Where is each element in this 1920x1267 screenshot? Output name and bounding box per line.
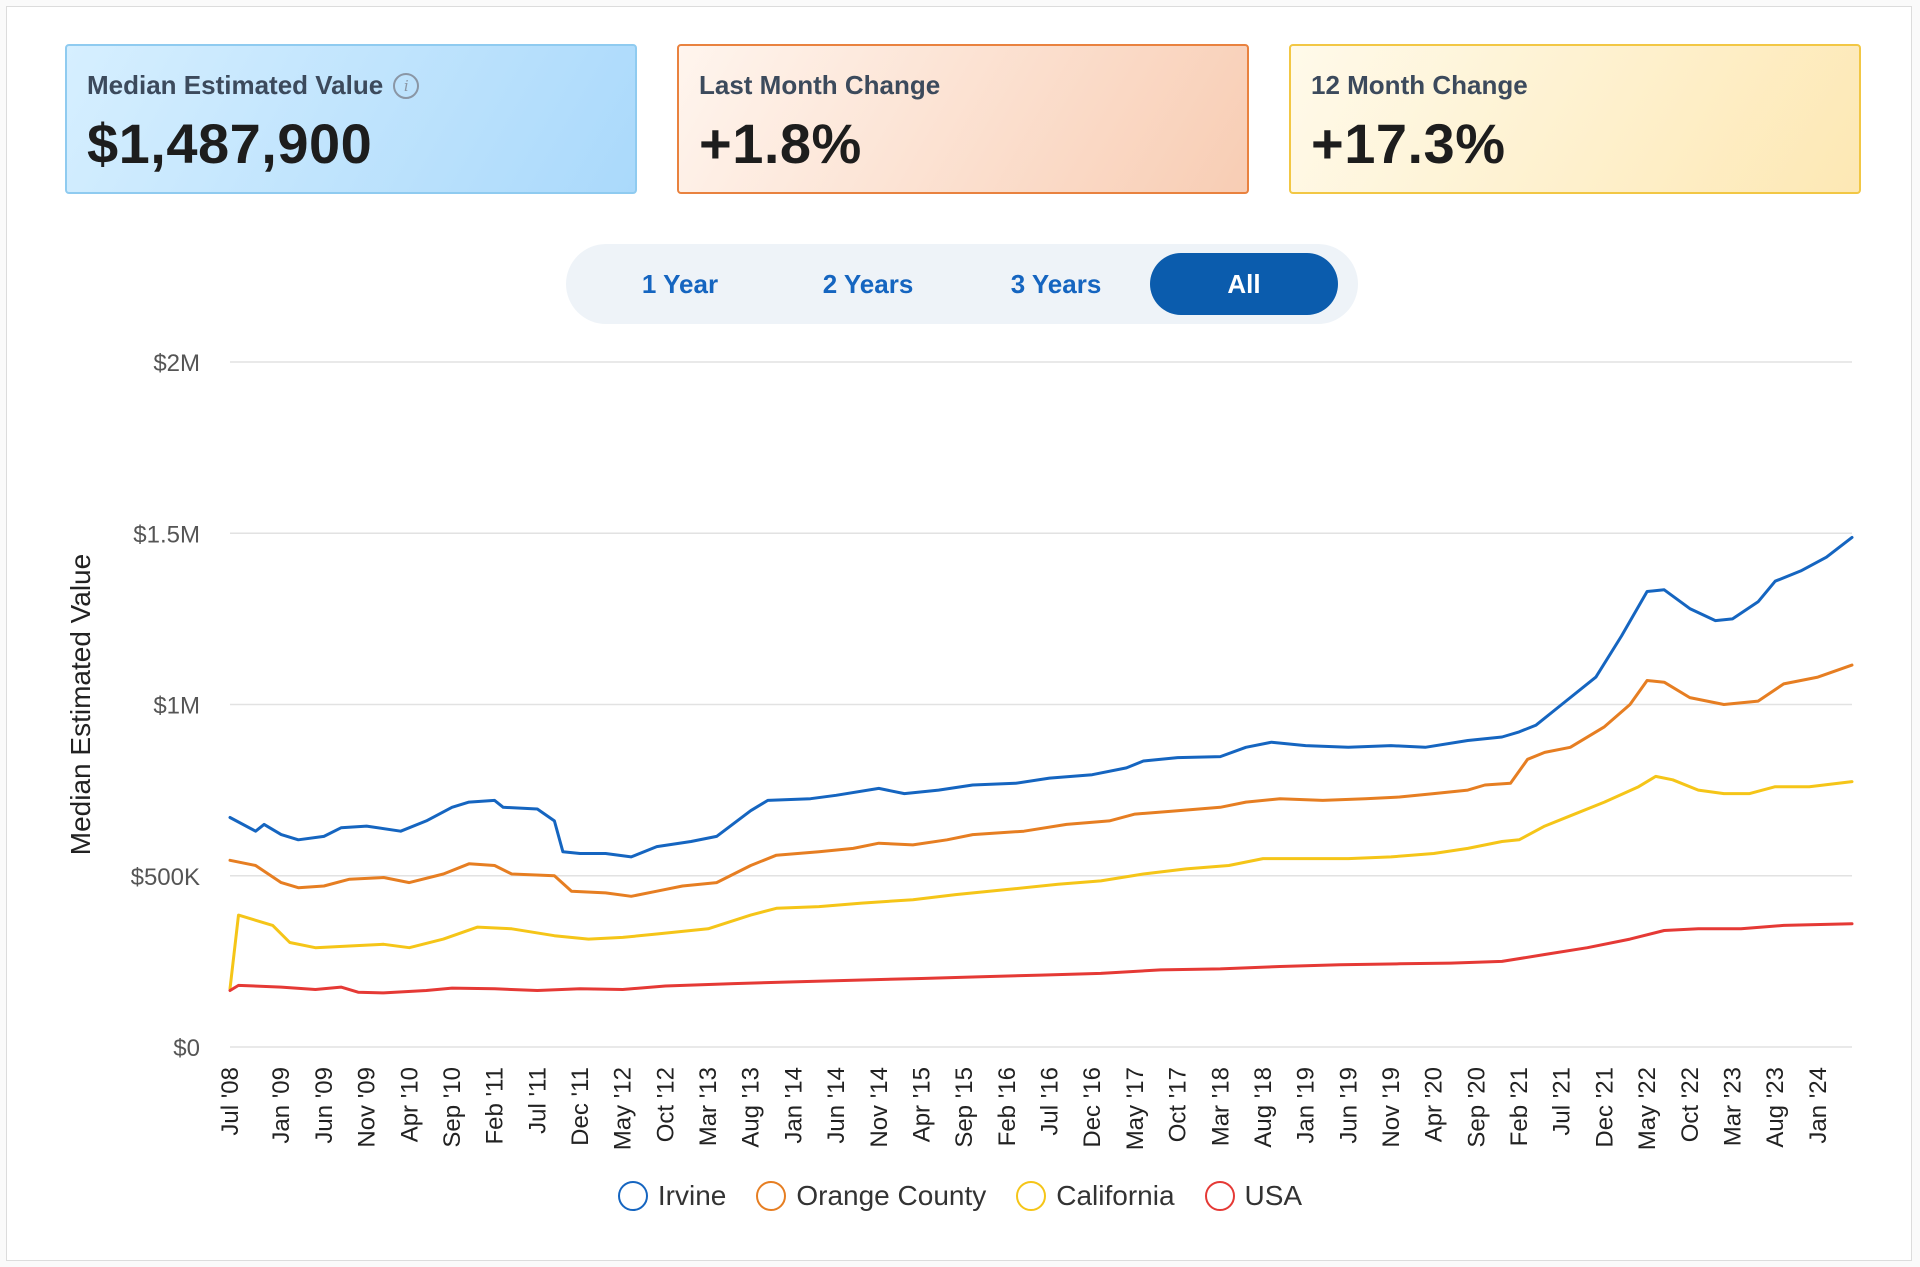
x-tick-label: May '22: [1634, 1067, 1661, 1150]
legend-marker-icon: [756, 1181, 787, 1211]
x-tick-label: Mar '23: [1719, 1067, 1746, 1146]
legend-item[interactable]: Orange County: [756, 1180, 986, 1212]
line-chart: $0 $500K $1M $1.5M $2M Median Estimated Value…: [65, 350, 1854, 1150]
x-tick-label: Mar '18: [1207, 1067, 1234, 1146]
tab-2-years[interactable]: 2 Years: [822, 268, 914, 299]
x-tick-label: Apr '20: [1421, 1067, 1448, 1142]
legend-label: Irvine: [657, 1180, 727, 1211]
x-tick-label: Feb '16: [994, 1067, 1021, 1146]
x-tick-label: Oct '22: [1677, 1067, 1704, 1142]
x-tick-label: Jul '08: [217, 1067, 244, 1136]
y-tick-label: $1M: [153, 693, 200, 720]
legend-item[interactable]: Irvine: [617, 1180, 727, 1212]
twelve-month-change-label: 12 Month Change: [1311, 70, 1528, 100]
x-tick-label: Oct '12: [652, 1067, 679, 1142]
tab-3-years[interactable]: 3 Years: [1010, 268, 1102, 299]
x-tick-label: Jul '11: [524, 1067, 551, 1134]
x-tick-label: May '12: [610, 1067, 637, 1150]
x-tick-label: Dec '11: [567, 1067, 594, 1146]
median-value-label: Median Estimated Value: [87, 70, 384, 100]
legend-label: USA: [1244, 1180, 1303, 1211]
y-tick-label: $500K: [131, 864, 200, 891]
legend-item[interactable]: California: [1016, 1180, 1175, 1212]
series-line-orange-county: [228, 663, 1854, 898]
x-tick-label: Dec '16: [1079, 1067, 1106, 1148]
last-month-change-label: Last Month Change: [699, 70, 941, 100]
x-tick-label: Apr '15: [908, 1067, 935, 1142]
legend-label: Orange County: [796, 1180, 987, 1211]
x-tick-label: Sep '10: [439, 1067, 466, 1148]
legend-marker-icon: [1016, 1181, 1047, 1211]
x-tick-label: Jun '09: [311, 1067, 338, 1144]
x-tick-label: Jun '14: [823, 1067, 850, 1144]
x-tick-label: Oct '17: [1165, 1067, 1192, 1142]
tab-1-year[interactable]: 1 Year: [641, 268, 719, 299]
x-tick-label: May '17: [1122, 1067, 1149, 1150]
x-tick-label: Jan '09: [268, 1067, 295, 1144]
x-tick-label: Nov '09: [354, 1067, 381, 1148]
x-tick-label: Aug '18: [1250, 1067, 1277, 1148]
x-tick-label: Mar '13: [695, 1067, 722, 1146]
last-month-change-value: +1.8%: [699, 112, 862, 175]
x-tick-label: Apr '10: [396, 1067, 423, 1142]
series-line-california: [228, 774, 1854, 991]
y-axis-label: Median Estimated Value: [65, 554, 96, 855]
y-tick-label: $2M: [153, 350, 200, 377]
chart-legend: Irvine Orange County California USA: [0, 1180, 1920, 1212]
x-tick-label: Jul '21: [1549, 1067, 1576, 1136]
x-tick-label: Jun '19: [1335, 1067, 1362, 1144]
median-value-card: Median Estimated Value i $1,487,900: [65, 44, 637, 194]
time-range-selector: 1 Year 2 Years 3 Years All: [566, 244, 1358, 324]
legend-item[interactable]: USA: [1204, 1180, 1303, 1212]
y-tick-label: $0: [173, 1035, 200, 1062]
twelve-month-change-value: +17.3%: [1311, 112, 1506, 175]
tab-all[interactable]: All: [1150, 253, 1338, 315]
x-tick-label: Sep '15: [951, 1067, 978, 1148]
twelve-month-change-card: 12 Month Change +17.3%: [1289, 44, 1861, 194]
legend-marker-icon: [617, 1181, 648, 1211]
x-tick-label: Aug '13: [738, 1067, 765, 1148]
x-tick-label: Dec '21: [1591, 1067, 1618, 1148]
median-value-amount: $1,487,900: [87, 112, 373, 175]
series-line-usa: [228, 922, 1854, 995]
x-tick-label: Aug '23: [1762, 1067, 1789, 1148]
x-tick-label: Nov '14: [866, 1067, 893, 1148]
x-tick-label: Jul '16: [1037, 1067, 1064, 1136]
info-icon[interactable]: i: [393, 72, 420, 99]
last-month-change-card: Last Month Change +1.8%: [677, 44, 1249, 194]
x-tick-label: Jan '24: [1805, 1067, 1832, 1144]
legend-label: California: [1056, 1180, 1175, 1211]
x-tick-label: Sep '20: [1463, 1067, 1490, 1148]
x-tick-label: Nov '19: [1378, 1067, 1405, 1148]
dashboard-frame: [6, 6, 1912, 1261]
x-tick-label: Feb '11: [482, 1067, 509, 1145]
x-tick-label: Jan '19: [1293, 1067, 1320, 1144]
legend-marker-icon: [1204, 1181, 1235, 1211]
median-value-label-row: Median Estimated Value i: [87, 70, 615, 101]
x-tick-label: Feb '21: [1506, 1067, 1533, 1146]
x-tick-label: Jan '14: [780, 1067, 807, 1144]
series-line-irvine: [228, 535, 1854, 859]
y-tick-label: $1.5M: [133, 521, 200, 548]
